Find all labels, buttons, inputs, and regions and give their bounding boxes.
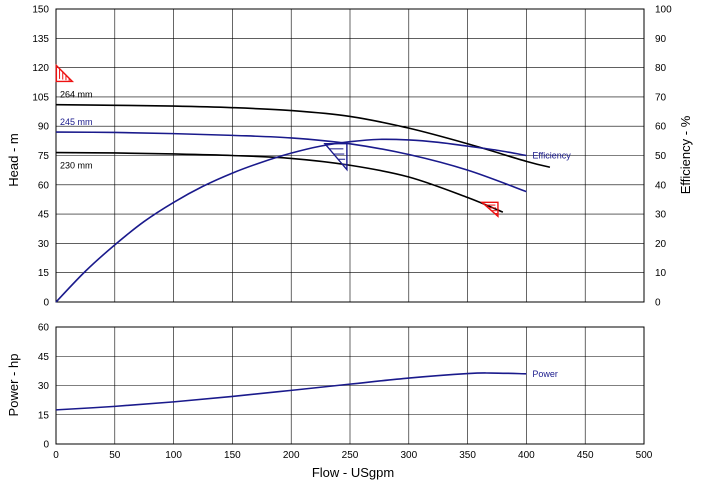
efficiency-tick-label-8: 80 — [655, 63, 667, 74]
power-tick-label-1: 15 — [38, 410, 50, 421]
power-tick-label-3: 45 — [38, 352, 50, 363]
head-tick-label-0: 0 — [43, 298, 49, 309]
power-tick-label-2: 30 — [38, 381, 50, 392]
head-tick-label-3: 45 — [38, 210, 50, 221]
head-tick-label-1: 15 — [38, 268, 50, 279]
flow-tick-label-6: 300 — [400, 450, 417, 461]
head-tick-label-5: 75 — [38, 151, 50, 162]
head-axis-title: Head - m — [6, 133, 21, 186]
head-tick-label-8: 120 — [32, 63, 49, 74]
power-tick-label-0: 0 — [43, 440, 49, 451]
efficiency-tick-label-9: 90 — [655, 34, 667, 45]
curve-label-efficiency: Efficiency — [532, 151, 571, 161]
flow-tick-label-1: 50 — [109, 450, 121, 461]
efficiency-tick-label-2: 20 — [655, 239, 667, 250]
flow-tick-label-7: 350 — [459, 450, 476, 461]
curve-efficiency — [55, 138, 527, 303]
flow-tick-label-5: 250 — [342, 450, 359, 461]
curve-label-245-mm: 245 mm — [60, 117, 93, 127]
efficiency-tick-label-4: 40 — [655, 180, 667, 191]
flow-tick-label-3: 150 — [224, 450, 241, 461]
head-tick-label-2: 30 — [38, 239, 50, 250]
marker-triangle-2 — [480, 201, 499, 218]
head-efficiency-plot: 0 15 30 45 60 75 90 105 120 135 150 0 10 20 30 40 50 60 70… — [32, 5, 672, 309]
efficiency-axis-title: Efficiency - % — [678, 115, 693, 194]
power-tick-label-4: 60 — [38, 323, 50, 334]
marker-triangle-0 — [55, 63, 75, 83]
curve-230-mm — [55, 151, 504, 213]
head-tick-label-9: 135 — [32, 34, 49, 45]
efficiency-tick-label-10: 100 — [655, 5, 672, 16]
marker-triangle-1 — [323, 142, 348, 172]
flow-tick-label-9: 450 — [577, 450, 594, 461]
bottom-plot-frame — [55, 326, 645, 445]
head-tick-label-10: 150 — [32, 5, 49, 16]
head-tick-label-7: 105 — [32, 92, 49, 103]
head-tick-label-4: 60 — [38, 180, 50, 191]
efficiency-tick-label-0: 0 — [655, 298, 661, 309]
curve-label-230-mm: 230 mm — [60, 161, 93, 171]
curve-264-mm — [55, 103, 551, 168]
efficiency-tick-label-6: 60 — [655, 122, 667, 133]
top-plot-frame — [55, 8, 645, 303]
efficiency-tick-label-1: 10 — [655, 268, 667, 279]
head-tick-label-6: 90 — [38, 122, 50, 133]
flow-tick-label-8: 400 — [518, 450, 535, 461]
power-plot: 0 50 100 150 200 250 300 350 400 450 500 0 15 30 45 60 P… — [38, 323, 653, 462]
flow-tick-label-0: 0 — [53, 450, 59, 461]
curve-label-264-mm: 264 mm — [60, 90, 93, 100]
flow-tick-label-2: 100 — [165, 450, 182, 461]
efficiency-tick-label-3: 30 — [655, 210, 667, 221]
flow-axis-title: Flow - USgpm — [312, 465, 394, 480]
efficiency-tick-label-5: 50 — [655, 151, 667, 162]
power-axis-title: Power - hp — [6, 354, 21, 417]
curve-245-mm — [55, 131, 527, 193]
curve-power — [55, 372, 527, 411]
curve-label-power: Power — [532, 369, 558, 379]
efficiency-tick-label-7: 70 — [655, 92, 667, 103]
flow-tick-label-10: 500 — [636, 450, 653, 461]
flow-tick-label-4: 200 — [283, 450, 300, 461]
